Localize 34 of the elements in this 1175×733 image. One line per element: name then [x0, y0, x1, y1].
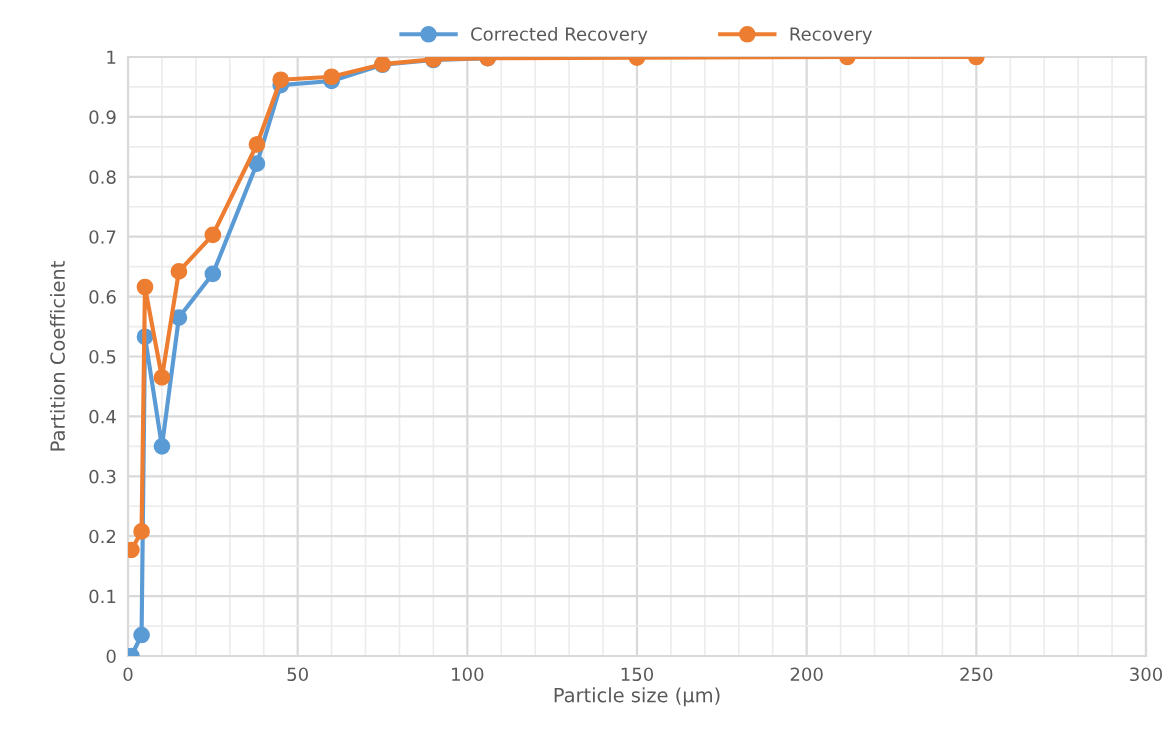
x-tick-label: 250	[960, 667, 993, 682]
y-tick-label: 0.6	[89, 290, 116, 304]
x-tick-label: 200	[790, 667, 823, 682]
legend-label: Recovery	[790, 27, 872, 45]
y-tick-label: 0.1	[89, 589, 116, 604]
y-axis-title: Partition Coefficient	[49, 261, 65, 451]
point	[170, 263, 188, 280]
y-tick-label: 0.4	[89, 409, 116, 424]
point	[133, 523, 150, 540]
point	[248, 136, 266, 153]
y-tick-label: 0.8	[89, 170, 116, 184]
y-tick-label: 0.3	[89, 469, 116, 484]
x-axis-title: Particle size (μm)	[554, 687, 720, 707]
y-tick-label: 0	[106, 649, 116, 664]
point	[153, 438, 171, 455]
legend-label: Corrected Recovery	[471, 26, 648, 45]
point	[153, 369, 171, 386]
x-tick-label: 0	[123, 667, 133, 682]
point	[204, 265, 222, 283]
point	[204, 226, 222, 244]
y-tick-label: 0.7	[89, 230, 116, 244]
x-tick-label: 100	[452, 667, 484, 682]
point	[133, 626, 150, 644]
y-tick-label: 0.9	[89, 110, 116, 125]
point	[136, 278, 154, 296]
x-tick-label: 300	[1130, 667, 1163, 682]
y-tick-label: 0.5	[89, 349, 116, 364]
point	[323, 68, 340, 86]
y-tick-label: 0.2	[89, 529, 116, 544]
x-tick-label: 50	[287, 667, 308, 682]
point	[248, 155, 266, 172]
x-tick-label: 150	[621, 667, 654, 682]
y-tick-label: 1	[107, 50, 116, 64]
point	[272, 71, 290, 89]
